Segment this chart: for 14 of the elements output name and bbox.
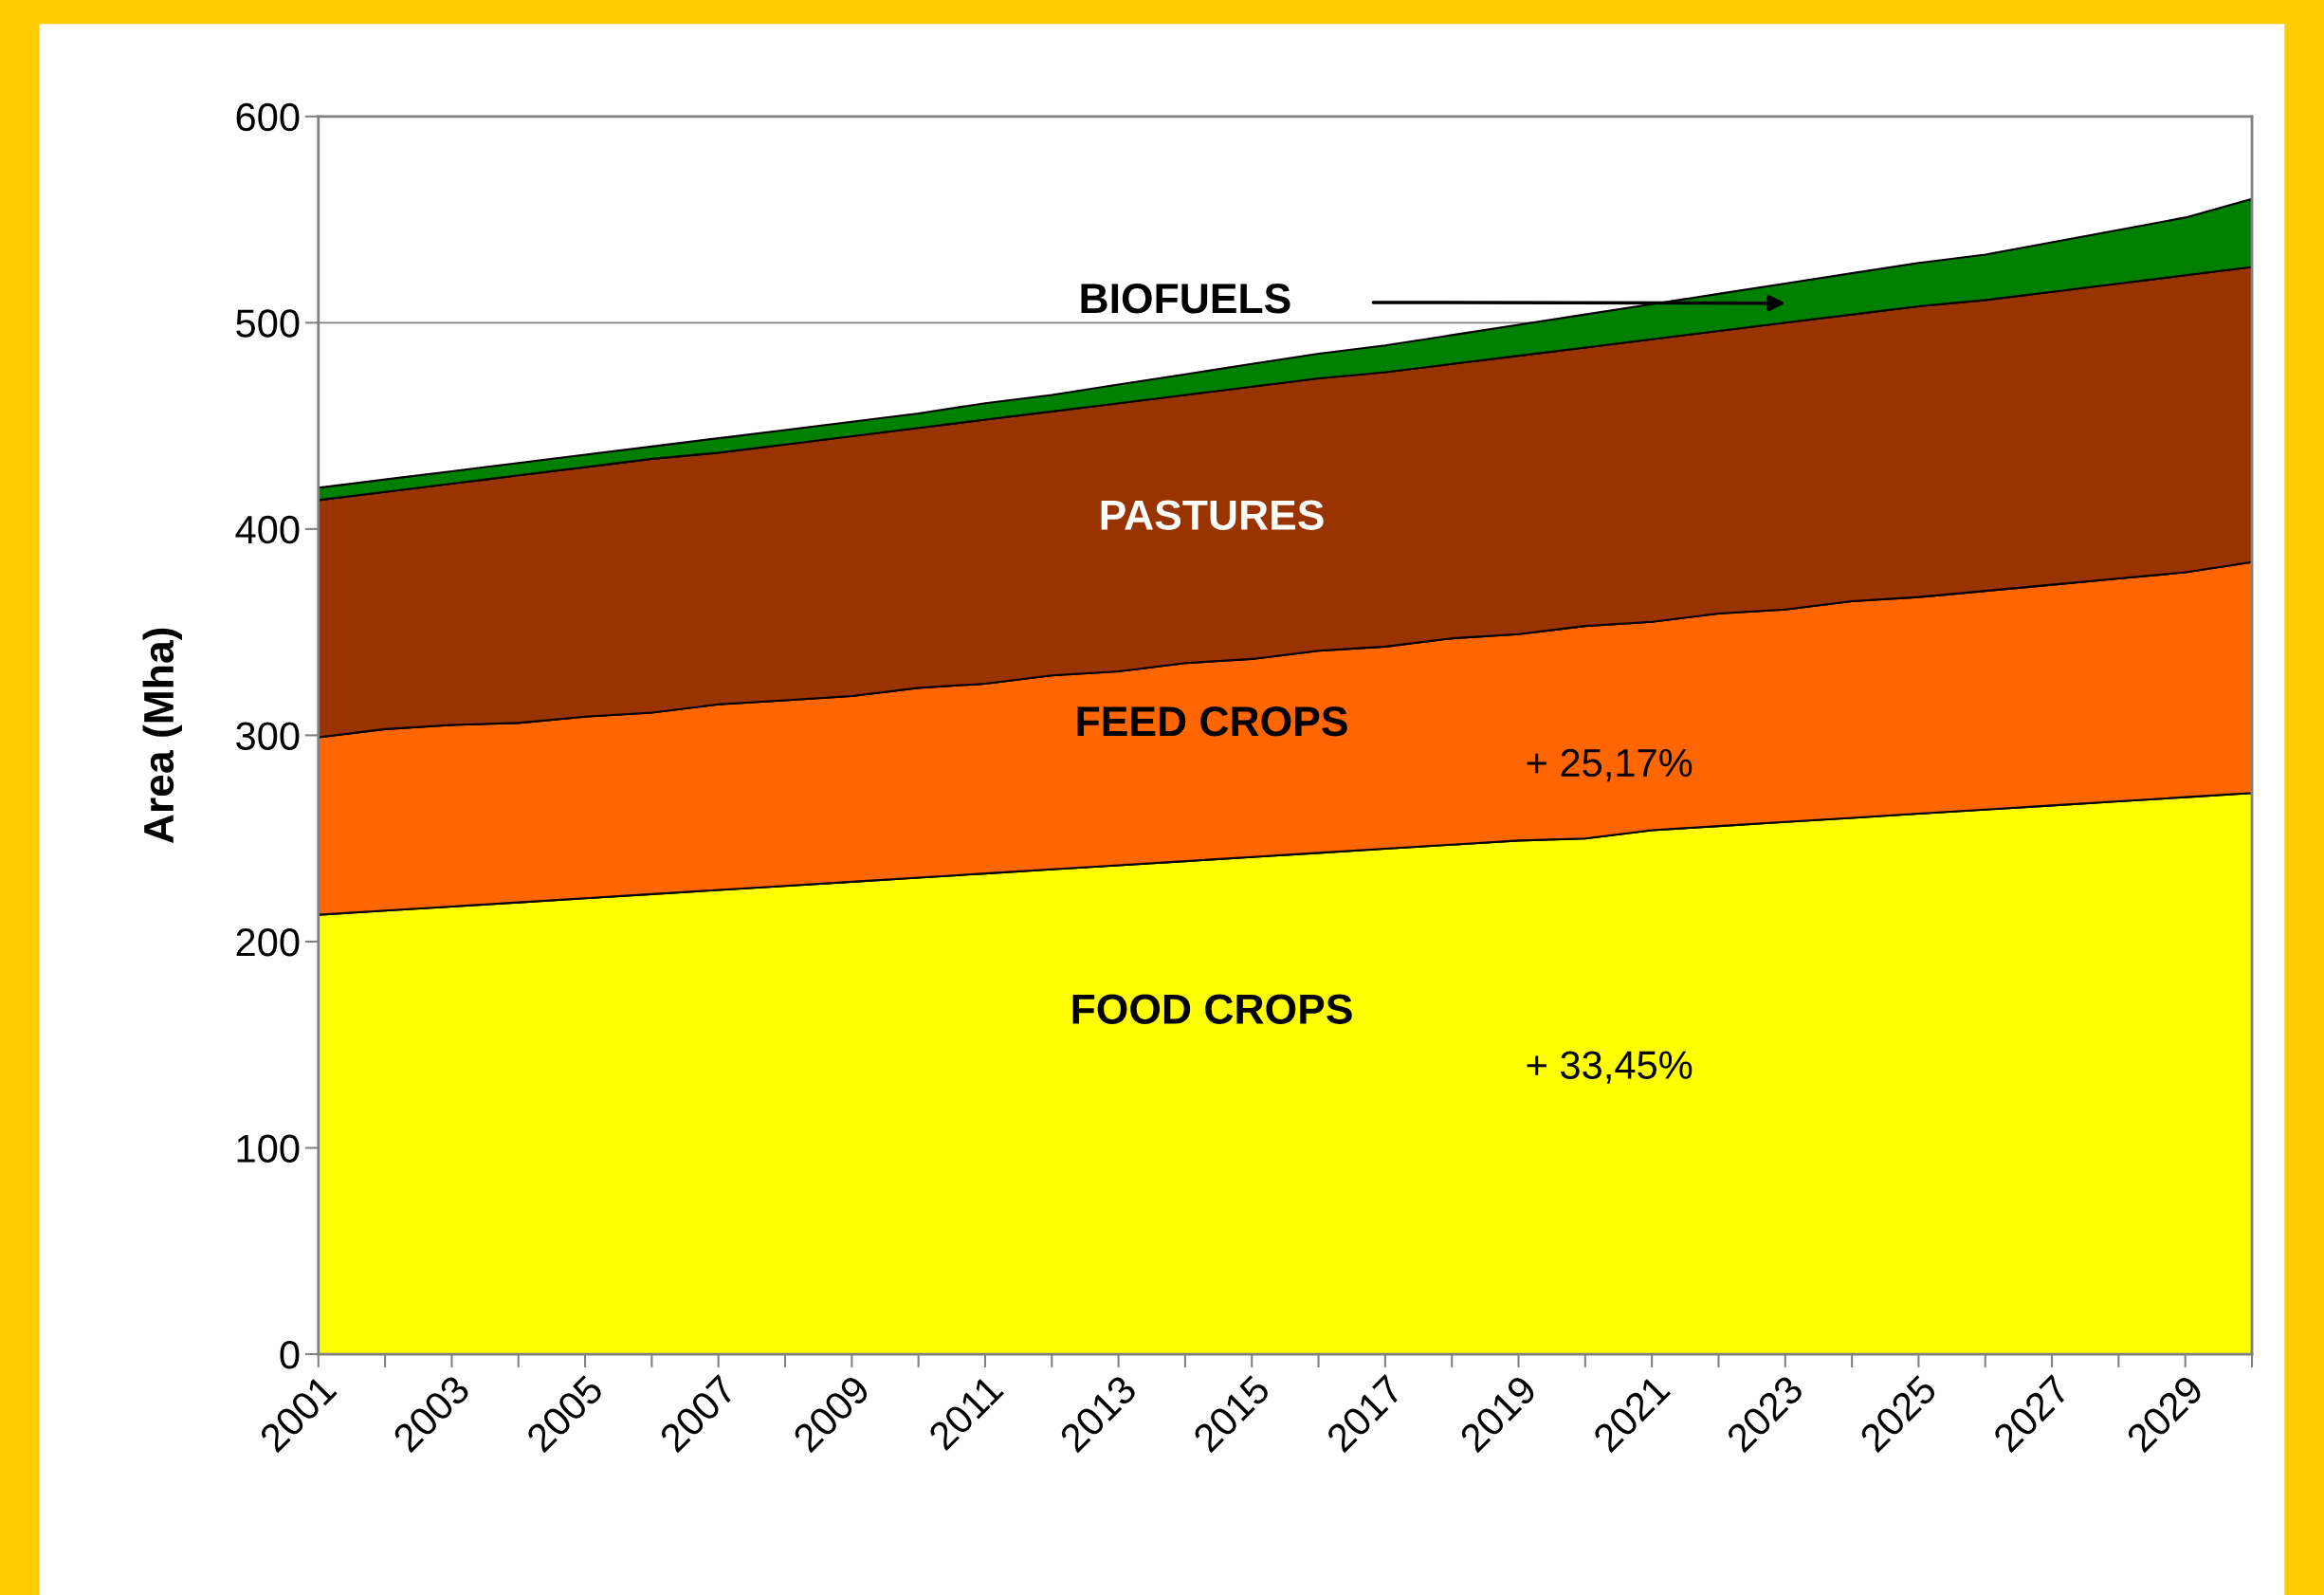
series-label: FOOD CROPS bbox=[1072, 994, 1352, 1024]
annotation: + 25,17% bbox=[1527, 748, 1693, 782]
y-tick-label: 500 bbox=[236, 309, 300, 338]
annotation: + 33,45% bbox=[1527, 1051, 1693, 1084]
y-tick-label: 0 bbox=[280, 1341, 300, 1369]
y-tick-label: 400 bbox=[235, 515, 300, 544]
series-label: FEED CROPS bbox=[1077, 706, 1347, 737]
y-tick-label: 600 bbox=[236, 102, 300, 132]
y-tick-label: 300 bbox=[236, 722, 300, 750]
y-tick-label: 100 bbox=[237, 1134, 300, 1163]
y-axis-title: Area (Mha) bbox=[142, 628, 182, 844]
series-label: BIOFUELS bbox=[1081, 284, 1290, 314]
series-label: PASTURES bbox=[1101, 500, 1324, 530]
y-tick-label: 200 bbox=[236, 927, 300, 957]
